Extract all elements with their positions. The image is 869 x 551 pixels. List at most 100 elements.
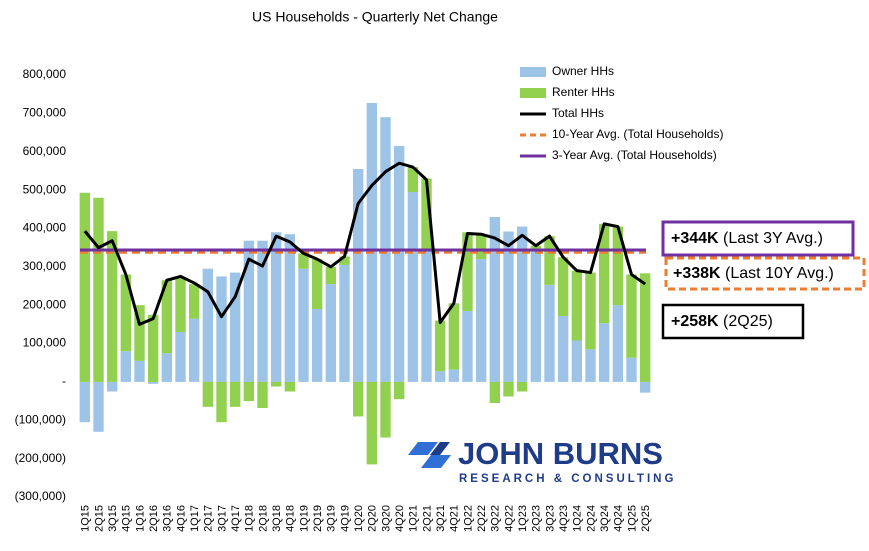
x-tick-label: 3Q23 [544,505,556,532]
bar [503,231,514,382]
bar [352,168,364,382]
x-tick-label: 1Q18 [244,505,256,532]
x-tick-label: 3Q19 [326,505,338,532]
bar [639,273,651,382]
annotation: +258K (2Q25) [671,313,773,330]
bar [216,381,227,423]
y-tick-label: 600,000 [23,144,67,158]
bar [257,240,268,382]
bar [175,278,186,333]
x-tick-label: 2Q23 [531,505,543,532]
bar [188,284,200,319]
bar [229,381,241,407]
x-tick-label: 1Q19 [298,505,310,532]
logo-name: JOHN BURNS [458,436,663,471]
bar [366,381,378,465]
x-tick-label: 1Q23 [517,505,529,532]
legend-label: 10-Year Avg. (Total Households) [552,127,723,141]
bar [229,272,241,382]
bar [544,236,555,285]
bar [202,381,214,407]
bar [339,256,350,265]
y-tick-label: 100,000 [23,336,67,350]
bar [147,381,159,384]
bar [612,305,624,382]
x-tick-label: 4Q16 [175,505,187,532]
x-tick-label: 4Q23 [558,505,570,532]
x-tick-label: 4Q22 [503,505,515,532]
logo-icon [421,455,451,468]
bar [557,257,569,316]
bar [161,280,173,354]
bar [93,381,104,432]
bar [216,276,227,382]
x-tick-label: 2Q24 [585,505,597,532]
bar [475,234,487,260]
bar [202,268,214,382]
y-tick-label: - [62,374,66,388]
bar [489,216,501,382]
bar [434,320,446,372]
logo: JOHN BURNS RESEARCH & CONSULTING [408,436,676,485]
x-tick-label: 1Q21 [408,505,420,532]
bar [366,103,378,382]
logo-tagline: RESEARCH & CONSULTING [459,473,676,485]
y-tick-label: (100,000) [15,412,66,426]
x-tick-label: 3Q16 [162,505,174,532]
bar [161,353,173,382]
bar [325,284,337,382]
annotation-bold: +258K [671,313,719,330]
y-tick-label: (300,000) [15,489,66,503]
y-tick-label: 200,000 [23,297,67,311]
bar [503,381,514,397]
annotation: +338K (Last 10Y Avg.) [673,265,834,282]
bar [557,315,569,382]
bar [120,274,132,352]
x-tick-label: 3Q17 [216,505,228,532]
bar [393,145,405,382]
bar [270,381,282,387]
x-tick-label: 4Q19 [339,505,351,532]
bar [147,314,159,382]
x-tick-label: 4Q18 [285,505,297,532]
bar [175,332,186,382]
y-tick-label: 300,000 [23,259,67,273]
bar [639,381,651,393]
y-tick-label: (200,000) [15,451,66,465]
x-tick-label: 2Q19 [312,505,324,532]
x-tick-label: 2Q25 [640,505,652,532]
x-tick-label: 3Q18 [271,505,283,532]
legend-swatch [520,67,546,77]
total-line [83,161,647,326]
bar [571,270,583,341]
bar [462,310,473,382]
bar [106,381,118,392]
annotation-bold: +344K [671,230,719,247]
bar [325,266,337,285]
annotation-box [661,303,805,340]
y-tick-label: 400,000 [23,221,67,235]
bar [462,232,473,311]
bar [339,264,350,382]
annotation-box [664,256,866,291]
legend-label: 3-Year Avg. (Total Households) [552,148,717,162]
bar [270,232,282,382]
bar [626,357,637,382]
bar [516,381,528,392]
x-tick-label: 2Q15 [93,505,105,532]
bar [106,231,118,382]
bar [380,381,391,438]
x-tick-label: 2Q21 [421,505,433,532]
y-tick-label: 800,000 [23,67,67,81]
x-tick-label: 4Q20 [394,505,406,532]
logo-icon [408,442,438,455]
bar [120,351,132,382]
bar [516,226,528,382]
bar [489,381,501,404]
chart-title: US Households - Quarterly Net Change [252,9,498,25]
bar [475,259,487,382]
bar [448,303,460,370]
x-tick-label: 1Q24 [572,505,584,532]
bar [407,167,419,193]
